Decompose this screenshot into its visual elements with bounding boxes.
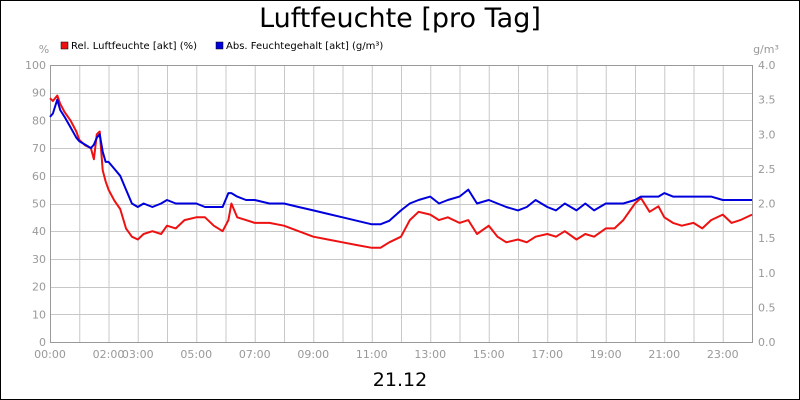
rel-humidity-line (49, 94, 753, 249)
right-tick-label: 1.5 (758, 232, 776, 245)
x-tick-label: 00:00 (34, 348, 66, 361)
x-tick-label: 19:00 (590, 348, 622, 361)
left-tick-label: 50 (32, 198, 46, 211)
right-tick-label: 4.0 (758, 59, 776, 72)
left-tick-label: 20 (32, 281, 46, 294)
x-tick-label: 05:00 (180, 348, 212, 361)
x-tick-label: 13:00 (414, 348, 446, 361)
legend-label: Abs. Feuchtegehalt [akt] (g/m³) (226, 41, 383, 52)
left-tick-label: 80 (32, 114, 46, 127)
plot-border (50, 65, 753, 343)
right-tick-label: 0.5 (758, 301, 776, 314)
chart-title: Luftfeuchte [pro Tag] (259, 3, 541, 34)
x-tick-label: 17:00 (531, 348, 563, 361)
left-tick-label: 100 (25, 59, 46, 72)
abs-humidity-line (49, 98, 752, 226)
x-tick-label: 15:00 (473, 348, 505, 361)
left-tick-label: 30 (32, 253, 46, 266)
x-tick-label: 02:00 (93, 348, 125, 361)
x-axis-date-label: 21.12 (372, 369, 428, 391)
left-tick-label: 10 (32, 308, 46, 321)
legend-swatch (215, 41, 224, 50)
right-tick-label: 3.5 (758, 94, 776, 107)
x-tick-label: 23:00 (707, 348, 739, 361)
right-tick-label: 0.0 (758, 336, 776, 349)
left-tick-label: 0 (39, 336, 46, 349)
legend-swatch (60, 41, 69, 50)
right-tick-label: 3.0 (758, 128, 776, 141)
legend-label: Rel. Luftfeuchte [akt] (%) (71, 41, 197, 52)
x-tick-label: 03:00 (122, 348, 154, 361)
left-tick-label: 70 (32, 142, 46, 155)
left-axis-unit: % (39, 43, 49, 56)
left-tick-label: 60 (32, 170, 46, 183)
right-axis-unit: g/m³ (753, 43, 779, 56)
left-tick-label: 90 (32, 87, 46, 100)
x-tick-label: 09:00 (297, 348, 329, 361)
right-tick-label: 2.0 (758, 198, 776, 211)
left-tick-label: 40 (32, 225, 46, 238)
x-tick-label: 11:00 (356, 348, 388, 361)
x-tick-label: 07:00 (239, 348, 271, 361)
right-tick-label: 1.0 (758, 267, 776, 280)
right-tick-label: 2.5 (758, 163, 776, 176)
x-tick-label: 21:00 (648, 348, 680, 361)
